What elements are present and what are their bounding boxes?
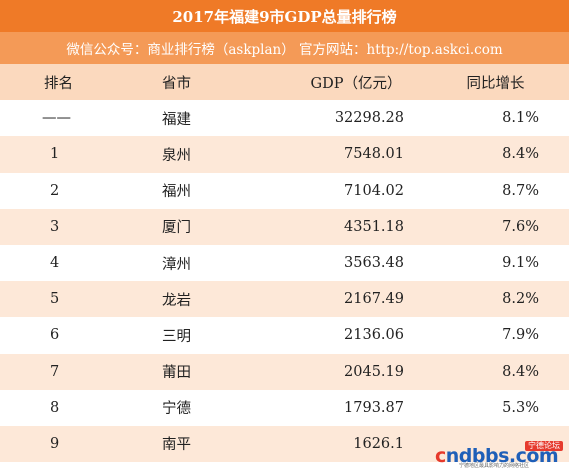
city-cell: 莆田 [162, 365, 191, 382]
gdp-cell: 2136.06 [344, 327, 404, 344]
rank-cell: 4 [50, 255, 60, 272]
rank-cell: 1 [50, 146, 60, 163]
column-header-city: 省市 [162, 75, 191, 92]
gdp-ranking-table: 排名 省市 GDP（亿元） 同比增长 —— 福建 32298.28 8.1% 1… [0, 64, 569, 463]
gdp-cell: 2045.19 [344, 363, 404, 380]
table-row: 4 漳州 3563.48 9.1% [0, 244, 569, 282]
rank-cell: 6 [50, 327, 60, 344]
gdp-cell: 1626.1 [353, 435, 404, 452]
city-cell: 宁德 [162, 401, 191, 418]
growth-cell: 7.9% [502, 327, 539, 344]
table-row: 5 龙岩 2167.49 8.2% [0, 281, 569, 318]
table-subtitle: 微信公众号：商业排行榜（askplan） 官方网站：http://top.ask… [0, 32, 569, 64]
column-header-rank: 排名 [44, 75, 73, 92]
rank-cell: 9 [50, 435, 60, 452]
growth-cell: 7.6% [502, 218, 539, 235]
gdp-cell: 7104.02 [344, 182, 404, 199]
logo-tagline: 宁德地区最具影响力的网络社区 [459, 463, 530, 469]
city-cell: 福州 [162, 184, 191, 201]
gdp-cell: 1793.87 [344, 399, 404, 416]
rank-cell: 5 [50, 291, 60, 308]
growth-cell: 9.1% [502, 255, 539, 272]
gdp-cell: 2167.49 [344, 291, 404, 308]
gdp-cell: 3563.48 [344, 255, 404, 272]
table-row: 3 厦门 4351.18 7.6% [0, 208, 569, 245]
table-row: 1 泉州 7548.01 8.4% [0, 136, 569, 173]
growth-cell: 8.4% [502, 363, 539, 380]
city-cell: 三明 [162, 328, 191, 345]
city-cell: 龙岩 [162, 292, 191, 309]
growth-cell: 8.2% [502, 291, 539, 308]
column-header-gdp: GDP（亿元） [310, 75, 402, 92]
logo-brand: cndbbs.com [435, 445, 559, 467]
growth-cell: 8.1% [502, 110, 539, 127]
city-cell: 厦门 [162, 220, 191, 237]
rank-cell: 8 [50, 399, 60, 416]
logo-brand-text: ndbbs.com [445, 445, 559, 467]
city-cell: 南平 [162, 437, 191, 454]
rank-cell: 2 [50, 182, 60, 199]
gdp-cell: 32298.28 [334, 110, 404, 127]
city-cell: 泉州 [162, 147, 191, 164]
table-row: 2 福州 7104.02 8.7% [0, 172, 569, 209]
table-row: 9 南平 1626.1 — [0, 425, 569, 463]
logo-brand-highlight: c [435, 445, 446, 467]
growth-cell: 5.3% [502, 399, 539, 416]
column-header-growth: 同比增长 [466, 75, 525, 92]
rank-cell: —— [42, 110, 71, 127]
table-header-row: 排名 省市 GDP（亿元） 同比增长 [0, 64, 569, 101]
table-row: 6 三明 2136.06 7.9% [0, 317, 569, 354]
growth-cell: 8.4% [502, 146, 539, 163]
watermark-logo: 宁德论坛 cndbbs.com 宁德地区最具影响力的网络社区 [435, 441, 563, 469]
rank-cell: 3 [50, 218, 60, 235]
growth-cell: 8.7% [502, 182, 539, 199]
city-cell: 漳州 [162, 256, 191, 273]
table-row: —— 福建 32298.28 8.1% [0, 100, 569, 137]
rank-cell: 7 [50, 363, 60, 380]
table-row: 7 莆田 2045.19 8.4% [0, 353, 569, 390]
table-title: 2017年福建9市GDP总量排行榜 [0, 0, 569, 32]
gdp-cell: 7548.01 [344, 146, 404, 163]
logo-bubble: 宁德论坛 [525, 441, 563, 451]
gdp-cell: 4351.18 [344, 218, 404, 235]
city-cell: 福建 [162, 111, 191, 128]
table-row: 8 宁德 1793.87 5.3% [0, 389, 569, 426]
